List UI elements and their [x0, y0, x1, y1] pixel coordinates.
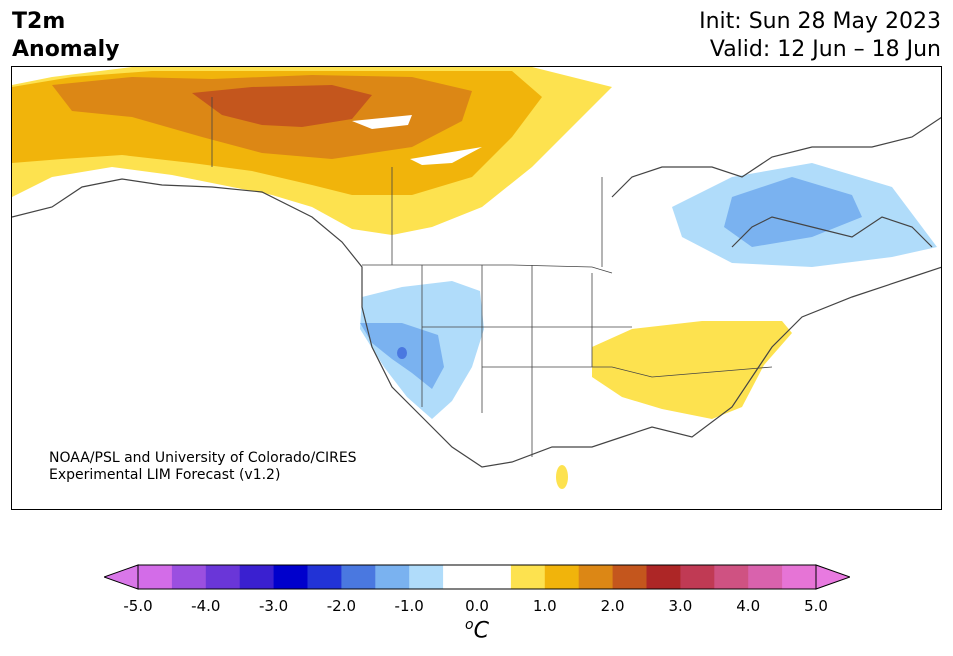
colorbar-tick-label: -5.0: [123, 597, 153, 615]
colorbar-segment: [341, 565, 376, 589]
colorbar-segment: [748, 565, 783, 589]
colorbar-segment: [578, 565, 614, 589]
lake-white-2: [410, 147, 482, 165]
colorbar-over-arrow: [815, 564, 850, 590]
colorbar-segment: [409, 565, 444, 589]
colorbar: [104, 564, 850, 590]
unit-sup: o: [465, 617, 474, 633]
colorbar-tick-label: -1.0: [394, 597, 424, 615]
colorbar-tick-label: 0.0: [465, 597, 489, 615]
title-right: Init: Sun 28 May 2023 Valid: 12 Jun – 18…: [699, 8, 941, 64]
credit-text: NOAA/PSL and University of Colorado/CIRE…: [49, 450, 357, 484]
colorbar-under-arrow: [104, 564, 139, 590]
colorbar-tick-label: -4.0: [191, 597, 221, 615]
colorbar-segment: [138, 565, 173, 589]
init-date: Init: Sun 28 May 2023: [699, 9, 941, 34]
colorbar-segment: [205, 565, 241, 589]
coastlines: [12, 116, 941, 468]
unit-label: oC: [465, 617, 489, 643]
map-panel: [11, 66, 942, 510]
credit-line-2: Experimental LIM Forecast (v1.2): [49, 467, 281, 483]
cool-region-hudson-inner: [724, 177, 862, 247]
anomaly-title: Anomaly: [12, 37, 120, 62]
colorbar-tick-label: 2.0: [600, 597, 625, 615]
colorbar-segment: [171, 565, 207, 589]
colorbar-segment: [375, 565, 410, 589]
colorbar-segment: [510, 565, 546, 589]
unit-base: C: [473, 618, 489, 644]
colorbar-segment: [612, 565, 647, 589]
title-left: T2m Anomaly: [12, 8, 119, 64]
colorbar-segment: [544, 565, 580, 589]
colorbar-segment: [680, 565, 715, 589]
credit-line-1: NOAA/PSL and University of Colorado/CIRE…: [49, 450, 357, 466]
colorbar-segment: [239, 565, 275, 589]
colorbar-tick-label: -2.0: [326, 597, 357, 615]
anomaly-map: [12, 67, 941, 489]
lake-white-1: [352, 115, 412, 129]
warm-region-southeast: [592, 321, 792, 419]
colorbar-tick-label: 5.0: [804, 597, 828, 615]
warm-region-core: [192, 85, 372, 127]
colorbar-segment: [273, 565, 308, 589]
cool-region-west-core: [397, 347, 407, 359]
colorbar-tick-label: 4.0: [736, 597, 761, 615]
colorbar-tick-label: 3.0: [668, 597, 693, 615]
colorbar-tick-label: -3.0: [258, 597, 289, 615]
valid-range: Valid: 12 Jun – 18 Jun: [709, 37, 941, 62]
colorbar-segment: [443, 565, 478, 589]
colorbar-segment: [646, 565, 681, 589]
warm-region-gulf: [556, 465, 568, 489]
colorbar-segment: [307, 565, 342, 589]
colorbar-segment: [477, 565, 512, 589]
colorbar-segment: [782, 565, 817, 589]
variable-title: T2m: [12, 9, 66, 34]
colorbar-segment: [714, 565, 749, 589]
political-borders: [211, 97, 773, 457]
colorbar-tick-label: 1.0: [532, 597, 557, 615]
